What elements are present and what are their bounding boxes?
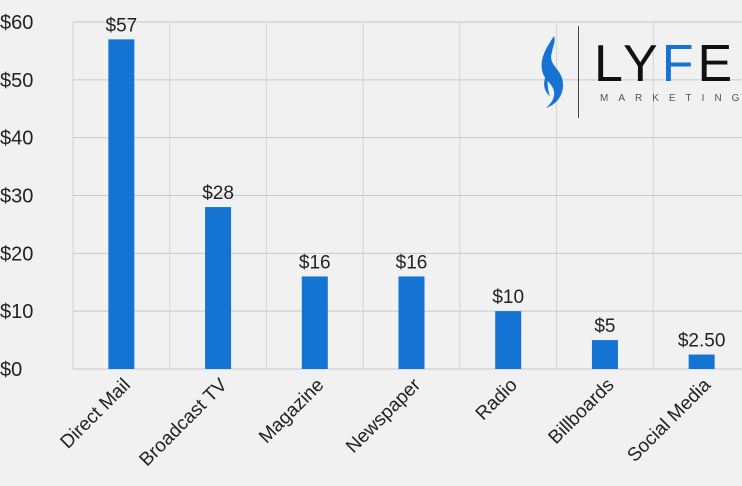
data-labels: $57 $28 $16 $16 $10 $5 $2.50 xyxy=(106,15,726,351)
logo-wordmark: LYFE xyxy=(594,38,736,90)
data-label: $57 xyxy=(106,15,138,36)
x-tick-label: Billboards xyxy=(545,375,619,449)
x-tick-label: Social Media xyxy=(623,374,715,466)
bar xyxy=(108,39,135,369)
y-tick-label: $30 xyxy=(0,186,33,208)
data-label: $28 xyxy=(202,183,234,204)
bars xyxy=(108,39,715,369)
y-tick-label: $60 xyxy=(0,12,33,34)
bar xyxy=(688,354,715,369)
y-tick-label: $20 xyxy=(0,243,33,265)
flame-icon xyxy=(541,36,564,108)
y-axis-ticks: $0 $10 $20 $30 $40 $50 $60 xyxy=(0,12,33,381)
x-tick-label: Newspaper xyxy=(342,374,425,457)
y-tick-label: $40 xyxy=(0,128,33,150)
y-tick-label: $0 xyxy=(0,359,22,381)
logo-divider xyxy=(578,26,579,118)
data-label: $16 xyxy=(299,252,331,273)
bar xyxy=(205,207,232,369)
data-label: $16 xyxy=(396,252,428,273)
y-tick-label: $50 xyxy=(0,70,33,92)
logo-subtitle: MARKETING xyxy=(600,93,742,104)
bar xyxy=(398,276,425,369)
y-tick-label: $10 xyxy=(0,301,33,323)
logo-word-part3: E xyxy=(697,35,737,93)
x-tick-label: Broadcast TV xyxy=(136,374,232,470)
data-label: $10 xyxy=(492,287,524,308)
x-tick-label: Radio xyxy=(472,375,522,425)
x-tick-label: Magazine xyxy=(255,375,328,448)
data-label: $2.50 xyxy=(678,331,726,352)
bar xyxy=(591,340,618,369)
x-axis-ticks: Direct Mail Broadcast TV Magazine Newspaper… xyxy=(57,374,716,470)
x-tick-label: Direct Mail xyxy=(57,375,135,453)
data-label: $5 xyxy=(594,316,615,337)
bar xyxy=(495,311,522,369)
logo-word-part2: F xyxy=(661,35,698,93)
grid-lines xyxy=(72,21,742,370)
lyfe-marketing-logo: LYFE MARKETING xyxy=(530,24,739,120)
bar xyxy=(301,276,328,369)
logo-word-part1: LY xyxy=(594,35,662,93)
